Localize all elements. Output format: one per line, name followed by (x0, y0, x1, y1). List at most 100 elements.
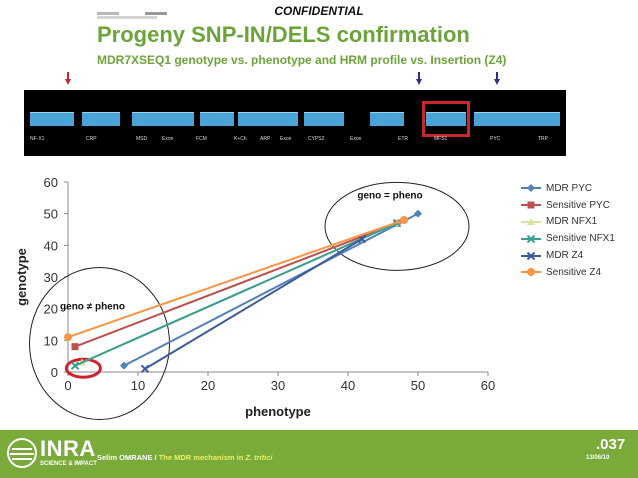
legend-swatch (521, 251, 541, 260)
y-tick-label: 60 (44, 175, 58, 190)
legend-swatch (521, 201, 541, 209)
gene-label: CYPS2 (308, 136, 325, 142)
x-tick-label: 30 (271, 378, 285, 393)
data-point (526, 234, 536, 243)
series-line (123, 212, 419, 367)
gene-label: MFS1 (434, 136, 448, 142)
legend-label: MDR NFX1 (546, 216, 598, 228)
series-mdr-pyc (120, 209, 422, 370)
data-point (70, 361, 80, 370)
data-point (357, 234, 367, 244)
genome-map: NF-X1 CRP MSD Exon FCM K+Ch ARP Exon CYP… (24, 90, 566, 156)
legend-swatch (521, 234, 541, 243)
gene-label: Exon (280, 136, 292, 142)
x-tick-label: 20 (201, 378, 215, 393)
red-highlight-ellipse (64, 357, 102, 379)
series-sensitive-nfx1 (70, 218, 402, 370)
gene-label: CRP (86, 136, 97, 142)
legend-label: Sensitive PYC (546, 199, 610, 211)
legend-item: MDR Z4 (520, 247, 635, 264)
data-point (71, 343, 79, 351)
x-axis-label: phenotype (245, 404, 311, 419)
gene-block (200, 112, 234, 126)
gene-block (426, 112, 466, 126)
annotation-geno-equals-pheno: geno = pheno (357, 191, 422, 202)
legend-swatch (521, 217, 541, 225)
data-point (527, 201, 535, 209)
x-tick-label: 60 (481, 378, 495, 393)
gene-label: FCM (196, 136, 207, 142)
y-tick-label: 0 (51, 365, 58, 380)
data-point (527, 184, 535, 193)
footer-species: Z. tritici (245, 453, 273, 462)
gene-label: ARP (260, 136, 271, 142)
gene-label: Exon (350, 136, 362, 142)
geno-equals-pheno-ellipse (324, 181, 470, 271)
gene-block (30, 112, 74, 126)
gene-block (370, 112, 404, 126)
gene-block (304, 112, 344, 126)
mfs1-highlight-box (422, 101, 470, 137)
slide-number: .037 (596, 436, 626, 453)
scatter-line-chart: 0 10 20 30 40 50 60 0 10 20 30 40 50 60 phenotype genot… (14, 175, 495, 420)
data-point (527, 268, 535, 277)
footer-talk-title: The MDR mechanism in (158, 453, 246, 462)
geno-not-pheno-ellipse (29, 267, 170, 420)
legend-item: Sensitive PYC (520, 197, 635, 214)
header-scribble (97, 12, 119, 15)
slide-title: Progeny SNP-IN/DELS confirmation (97, 22, 470, 47)
annotation-geno-not-pheno: geno ≠ pheno (60, 302, 125, 313)
gene-label: TRP (538, 136, 548, 142)
chart-legend: MDR PYC Sensitive PYC MDR NFX1 Sensitive NF… (520, 180, 635, 281)
data-point (400, 216, 408, 224)
slide-date: 13/06/10 (586, 455, 610, 461)
series-line (74, 222, 398, 348)
gene-label: MSD (136, 136, 148, 142)
blue-arrow-icon (416, 72, 422, 85)
gene-label: K+Ch (234, 136, 247, 142)
legend-item: Sensitive NFX1 (520, 230, 635, 247)
footer-author: Selim OMRANE / (97, 453, 159, 462)
x-tick-label: 40 (341, 378, 355, 393)
slide-subtitle: MDR7XSEQ1 genotype vs. phenotype and HRM… (97, 53, 507, 67)
gene-label: PYC (490, 136, 501, 142)
y-tick-label: 20 (44, 302, 58, 317)
data-point (526, 251, 536, 260)
gene-label: Exon (162, 136, 174, 142)
header-scribble (97, 16, 157, 19)
y-tick-label: 40 (44, 238, 58, 253)
legend-item: Sensitive Z4 (520, 264, 635, 281)
confidential-label: CONFIDENTIAL (274, 4, 364, 18)
inra-logo-icon (7, 438, 37, 468)
x-tick-label: 0 (64, 378, 71, 393)
data-point (414, 209, 422, 218)
series-sensitive-z4 (64, 216, 408, 342)
legend-swatch (521, 184, 541, 193)
gene-label: NF-X1 (30, 136, 45, 142)
red-arrow-icon (65, 72, 71, 85)
series-line (67, 219, 405, 339)
footer-credits: Selim OMRANE / The MDR mechanism in Z. t… (97, 453, 272, 462)
legend-label: MDR PYC (546, 182, 593, 194)
legend-swatch (521, 268, 541, 277)
header-scribble (145, 12, 167, 15)
legend-label: Sensitive Z4 (546, 266, 602, 278)
series-line (74, 222, 398, 367)
inra-logo-tagline: SCIENCE & IMPACT (40, 461, 97, 467)
data-point (64, 333, 72, 342)
series-line (144, 238, 363, 370)
gene-block (132, 112, 194, 126)
legend-label: MDR Z4 (546, 250, 584, 262)
legend-item: MDR PYC (520, 180, 635, 197)
y-axis-label: genotype (14, 248, 29, 306)
gene-label: ETR (398, 136, 408, 142)
data-point (527, 217, 535, 225)
x-tick-label: 50 (411, 378, 425, 393)
blue-arrow-icon (494, 72, 500, 85)
x-tick-label: 10 (131, 378, 145, 393)
data-point (140, 364, 150, 374)
footer-bar (0, 430, 638, 478)
y-tick-label: 50 (44, 207, 58, 222)
legend-item: MDR NFX1 (520, 214, 635, 231)
series-mdr-z4 (140, 234, 367, 374)
